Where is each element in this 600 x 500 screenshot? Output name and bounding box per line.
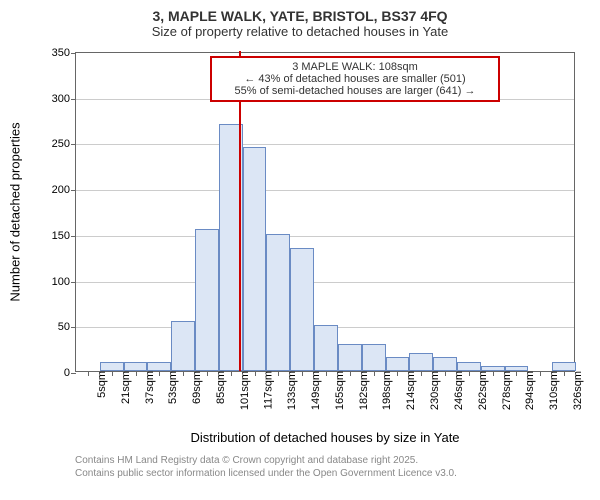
x-tick-label: 133sqm: [280, 371, 298, 410]
x-tick-label: 198sqm: [376, 371, 394, 410]
x-tick: [231, 371, 232, 376]
x-tick: [136, 371, 137, 376]
y-axis-label: Number of detached properties: [8, 122, 23, 301]
x-tick: [564, 371, 565, 376]
y-tick-label: 100: [52, 276, 76, 288]
x-tick-label: 326sqm: [566, 371, 584, 410]
x-tick-label: 5sqm: [90, 371, 108, 398]
histogram-bar: [362, 344, 386, 371]
x-tick-label: 262sqm: [471, 371, 489, 410]
histogram-bar: [409, 353, 433, 371]
grid-line: [76, 144, 574, 145]
chart-subtitle: Size of property relative to detached ho…: [0, 24, 600, 39]
y-tick-label: 350: [52, 47, 76, 59]
histogram-bar: [338, 344, 362, 371]
x-tick: [207, 371, 208, 376]
annotation-line-1: 3 MAPLE WALK: 108sqm: [220, 61, 490, 73]
x-tick-label: 294sqm: [518, 371, 536, 410]
grid-line: [76, 190, 574, 191]
histogram-bar: [433, 357, 457, 371]
histogram-bar: [457, 362, 481, 371]
histogram-bar: [290, 248, 314, 371]
y-tick-label: 0: [64, 367, 76, 379]
x-tick: [183, 371, 184, 376]
x-tick-label: 310sqm: [542, 371, 560, 410]
annotation-line-3: 55% of semi-detached houses are larger (…: [220, 85, 490, 97]
x-tick-label: 69sqm: [185, 371, 203, 404]
annotation-box: 3 MAPLE WALK: 108sqm ← 43% of detached h…: [210, 56, 500, 102]
footer-attribution: Contains HM Land Registry data © Crown c…: [75, 454, 457, 480]
x-tick: [469, 371, 470, 376]
x-tick-label: 182sqm: [352, 371, 370, 410]
x-tick-label: 117sqm: [257, 371, 275, 409]
x-axis-label: Distribution of detached houses by size …: [190, 430, 459, 445]
chart-container: 3, MAPLE WALK, YATE, BRISTOL, BS37 4FQ S…: [0, 0, 600, 500]
x-tick-label: 165sqm: [328, 371, 346, 410]
x-tick-label: 214sqm: [399, 371, 417, 410]
x-tick: [540, 371, 541, 376]
y-tick-label: 250: [52, 138, 76, 150]
y-tick-label: 300: [52, 93, 76, 105]
histogram-bar: [100, 362, 124, 371]
x-tick: [302, 371, 303, 376]
x-tick: [326, 371, 327, 376]
x-tick-label: 278sqm: [495, 371, 513, 410]
histogram-bar: [314, 325, 338, 371]
histogram-bar: [124, 362, 148, 371]
x-tick-label: 246sqm: [447, 371, 465, 410]
footer-line-2: Contains public sector information licen…: [75, 467, 457, 480]
x-tick-label: 230sqm: [423, 371, 441, 410]
x-tick: [493, 371, 494, 376]
x-tick: [421, 371, 422, 376]
histogram-bar: [552, 362, 576, 371]
histogram-bar: [386, 357, 410, 371]
x-tick-label: 21sqm: [114, 371, 132, 404]
x-tick-label: 149sqm: [304, 371, 322, 410]
histogram-bar: [147, 362, 171, 371]
chart-title: 3, MAPLE WALK, YATE, BRISTOL, BS37 4FQ: [0, 0, 600, 24]
histogram-bar: [195, 229, 219, 371]
x-tick-label: 37sqm: [138, 371, 156, 404]
grid-line: [76, 282, 574, 283]
x-tick: [112, 371, 113, 376]
histogram-bar: [243, 147, 267, 371]
y-tick-label: 200: [52, 184, 76, 196]
x-tick-label: 53sqm: [161, 371, 179, 404]
x-tick: [445, 371, 446, 376]
x-tick: [88, 371, 89, 376]
annotation-line-2: ← 43% of detached houses are smaller (50…: [220, 73, 490, 85]
grid-line: [76, 236, 574, 237]
footer-line-1: Contains HM Land Registry data © Crown c…: [75, 454, 457, 467]
x-tick: [350, 371, 351, 376]
histogram-bar: [171, 321, 195, 371]
y-tick-label: 150: [52, 230, 76, 242]
x-tick-label: 101sqm: [233, 371, 251, 410]
x-tick-label: 85sqm: [209, 371, 227, 404]
histogram-bar: [266, 234, 290, 371]
y-tick-label: 50: [58, 321, 76, 333]
